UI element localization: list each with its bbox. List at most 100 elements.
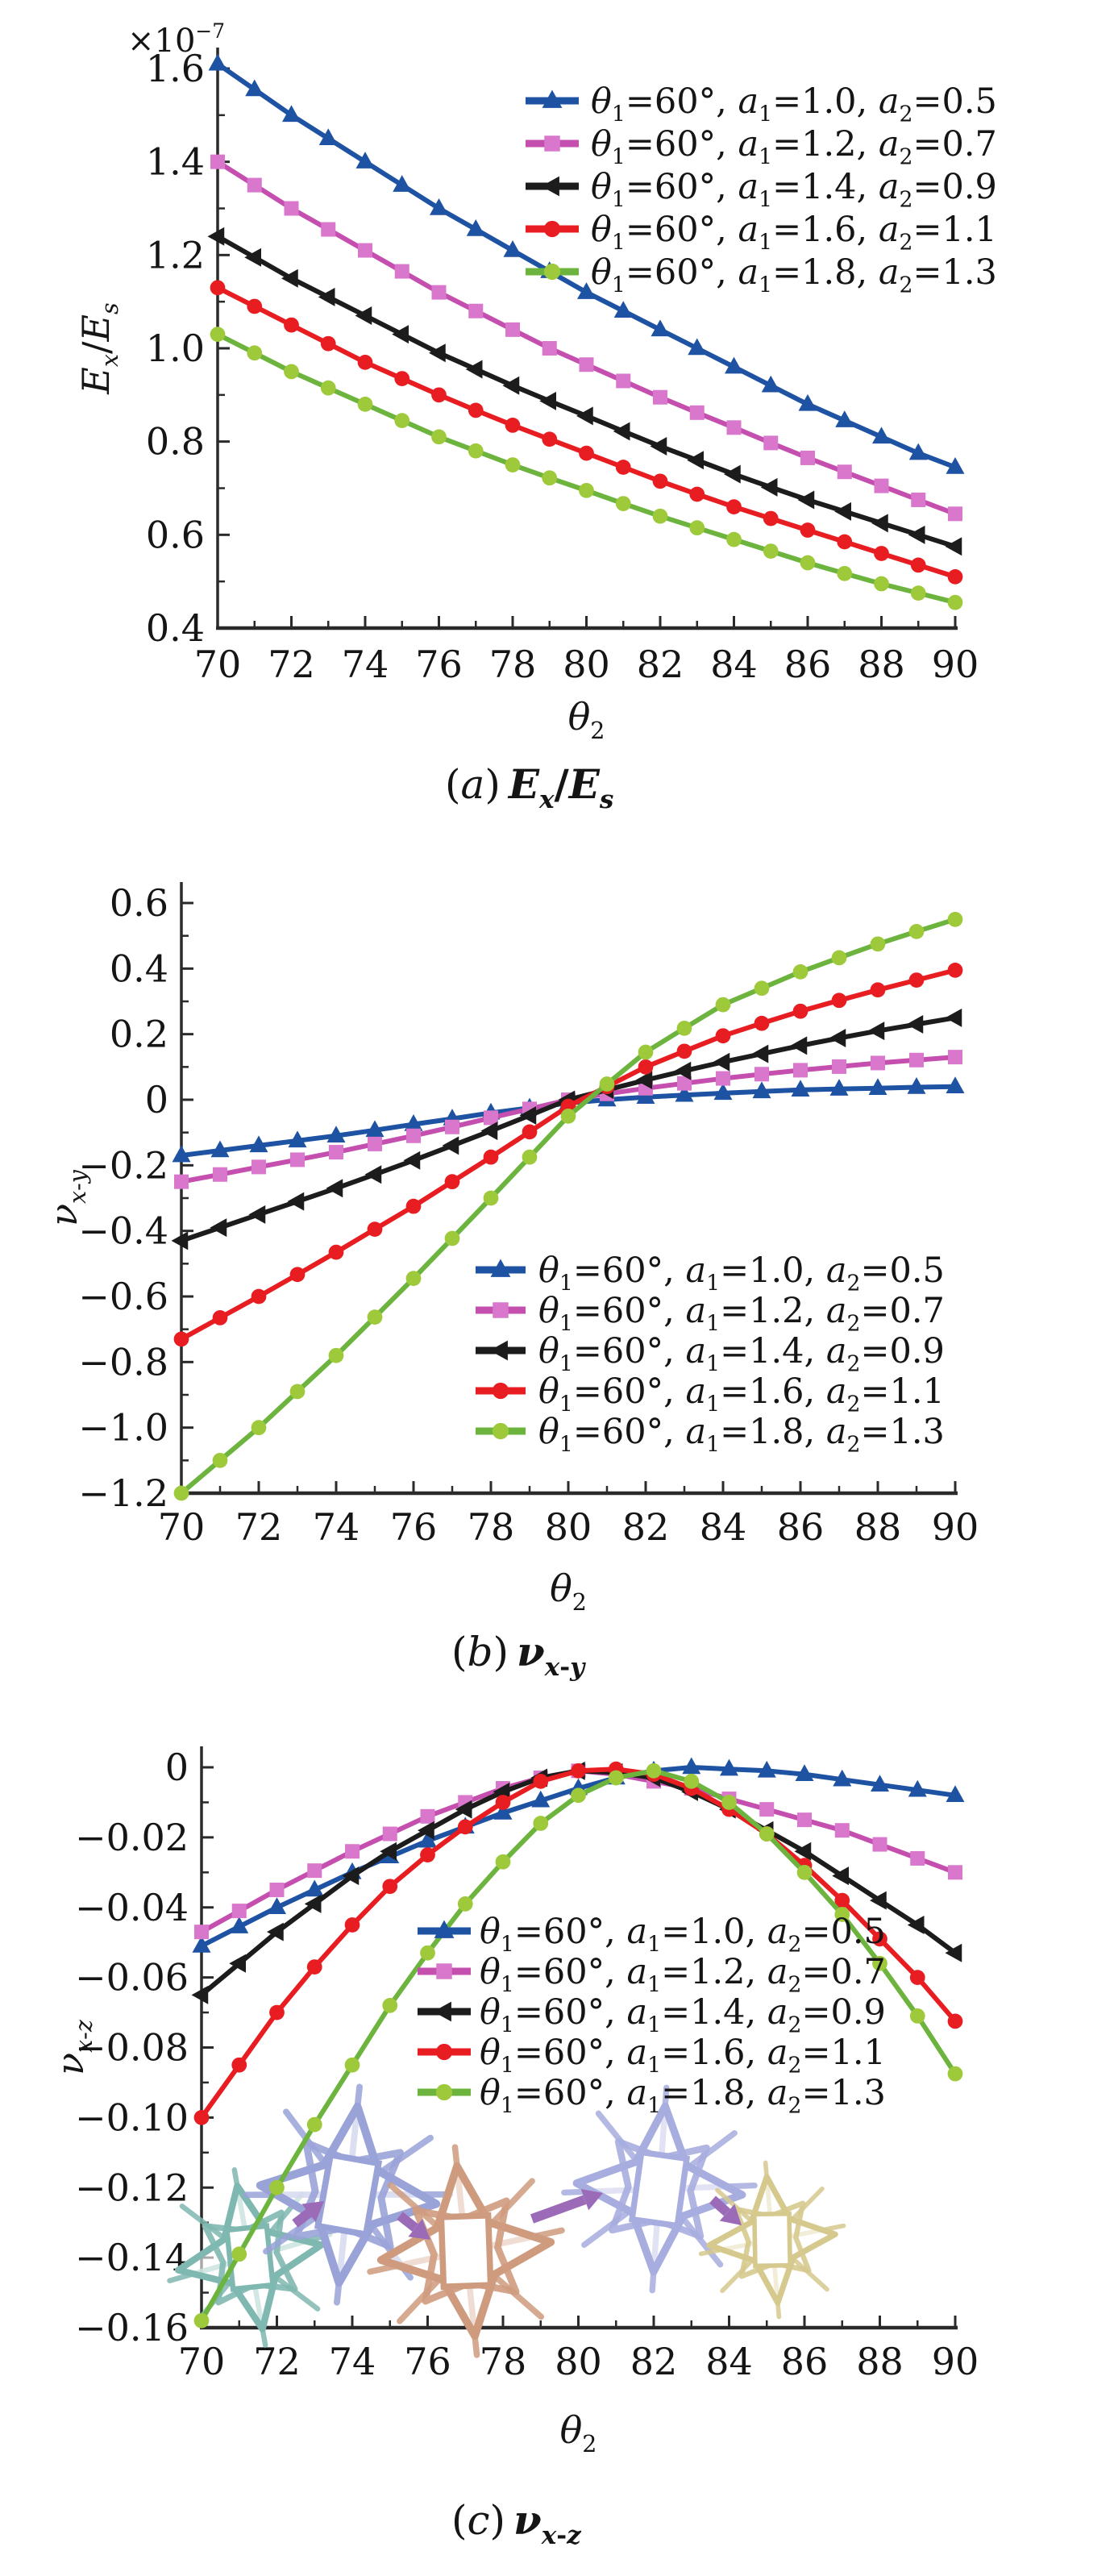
- x-tick-label: 82: [637, 643, 684, 686]
- series-marker: [269, 1883, 285, 1898]
- y-tick-label: −0.8: [78, 1340, 168, 1384]
- legend-entry-4: θ1=60°, a1=1.6, a2=1.1: [526, 210, 997, 255]
- series-marker: [608, 1770, 624, 1786]
- series-marker: [837, 534, 853, 550]
- series-marker: [829, 1079, 849, 1096]
- series-marker: [468, 303, 484, 318]
- series-marker: [946, 456, 965, 474]
- series-marker: [790, 1036, 808, 1055]
- x-tick-label: 90: [932, 2340, 979, 2383]
- x-tick-label: 74: [329, 2340, 376, 2383]
- x-tick-label: 76: [415, 643, 463, 686]
- x-tick-label: 70: [178, 2340, 226, 2383]
- x-tick-label: 86: [777, 1505, 825, 1549]
- series-marker: [832, 1866, 849, 1886]
- series-marker: [522, 1149, 538, 1165]
- series-marker: [231, 2246, 247, 2262]
- inset-arrow: [397, 2212, 430, 2240]
- structure-core: [314, 2151, 383, 2238]
- series-marker: [321, 222, 336, 237]
- series-marker: [948, 506, 962, 522]
- y-tick-label: 1.6: [146, 47, 205, 90]
- series-marker: [328, 1347, 344, 1363]
- series-marker: [792, 964, 808, 980]
- series-marker: [689, 486, 705, 502]
- series-marker: [231, 1904, 247, 1919]
- series-marker: [754, 980, 770, 997]
- series-marker: [543, 263, 561, 281]
- x-tick-label: 72: [235, 1505, 283, 1549]
- series-marker: [171, 1231, 189, 1251]
- series-marker: [430, 198, 448, 215]
- series-marker: [519, 1106, 537, 1126]
- x-axis-title: θ2: [550, 1567, 587, 1616]
- series-marker: [465, 360, 483, 379]
- axis-offset-label: ×10−7: [127, 19, 225, 60]
- y-tick-label: 0.8: [146, 420, 205, 464]
- series-marker: [282, 105, 301, 123]
- series-marker: [405, 1271, 422, 1287]
- series-marker: [329, 1145, 343, 1160]
- series-marker: [831, 950, 847, 966]
- x-tick-label: 86: [784, 643, 832, 686]
- series-marker: [713, 1052, 730, 1072]
- series-marker: [213, 1167, 227, 1182]
- y-tick-label: 0.6: [110, 881, 168, 925]
- series-marker: [382, 1826, 397, 1841]
- series-marker: [493, 1302, 509, 1318]
- series-marker: [652, 473, 668, 489]
- arrow-head: [408, 2219, 430, 2240]
- y-tick-label: −0.2: [78, 1143, 168, 1187]
- series-marker: [483, 1190, 499, 1206]
- series-marker: [638, 1044, 654, 1060]
- series-marker: [365, 1120, 384, 1138]
- series-marker: [326, 1126, 346, 1142]
- series-marker: [208, 53, 227, 71]
- legend-label: θ1=60°, a1=1.8, a2=1.3: [480, 2073, 886, 2118]
- series-line: [216, 285, 956, 580]
- series-marker: [269, 2179, 285, 2195]
- legend-label: θ1=60°, a1=1.8, a2=1.3: [538, 1412, 945, 1457]
- series-marker: [368, 1136, 382, 1151]
- series-marker: [791, 1080, 810, 1097]
- legend-label: θ1=60°, a1=1.2, a2=0.7: [480, 1952, 886, 1997]
- legend-label: θ1=60°, a1=1.6, a2=1.1: [538, 1371, 945, 1417]
- series-marker: [948, 1050, 962, 1065]
- caption-prefix: (c): [451, 2497, 505, 2544]
- structure-core: [751, 2211, 793, 2269]
- y-tick-label: −0.06: [75, 1956, 189, 2000]
- series-marker: [909, 1052, 924, 1067]
- inset-structures: [167, 2083, 846, 2358]
- series-marker: [173, 1331, 189, 1347]
- legend-entry-2: θ1=60°, a1=1.2, a2=0.7: [476, 1291, 945, 1336]
- legend-label: θ1=60°, a1=1.6, a2=1.1: [591, 210, 997, 255]
- y-tick-label: −0.6: [78, 1275, 168, 1318]
- series-marker: [404, 1114, 423, 1131]
- caption-math: Ex/Es: [507, 760, 613, 814]
- x-tick-label: 88: [854, 1505, 902, 1549]
- legend-c: θ1=60°, a1=1.0, a2=0.5θ1=60°, a1=1.2, a2…: [418, 1912, 886, 2118]
- y-tick-label: −0.04: [75, 1886, 189, 1929]
- series-marker: [229, 1954, 246, 1973]
- y-tick-label: 1.2: [146, 233, 205, 277]
- series-marker: [247, 345, 263, 361]
- caption-prefix: (b): [451, 1629, 509, 1675]
- series-marker: [908, 525, 925, 544]
- x-axis-title: θ2: [568, 695, 605, 744]
- series-marker: [230, 1916, 249, 1933]
- x-tick-label: 86: [781, 2340, 829, 2383]
- series-marker: [797, 490, 815, 510]
- x-tick-label: 90: [932, 1505, 979, 1549]
- series-3: [207, 227, 962, 556]
- plot-area-a: 1.6 1.4 1.2 1.0 0.8 0.6 0.470 72 74 76 78 80 82 84 86 8…: [74, 19, 997, 814]
- inset-arrow: [292, 2201, 324, 2228]
- series-marker: [946, 1785, 965, 1802]
- series-marker: [406, 1128, 421, 1143]
- caption-math: νx-y: [517, 1628, 586, 1682]
- series-marker: [615, 496, 631, 511]
- series-marker: [364, 1165, 382, 1184]
- chart-b: 0.6 0.4 0.2 0 −0.2 −0.4 −0.6 −0.8 −1.0 −1.270 72 74…: [42, 881, 979, 1682]
- y-tick-label: −0.14: [75, 2236, 189, 2279]
- inset-arrow: [709, 2195, 742, 2225]
- series-marker: [306, 2116, 322, 2133]
